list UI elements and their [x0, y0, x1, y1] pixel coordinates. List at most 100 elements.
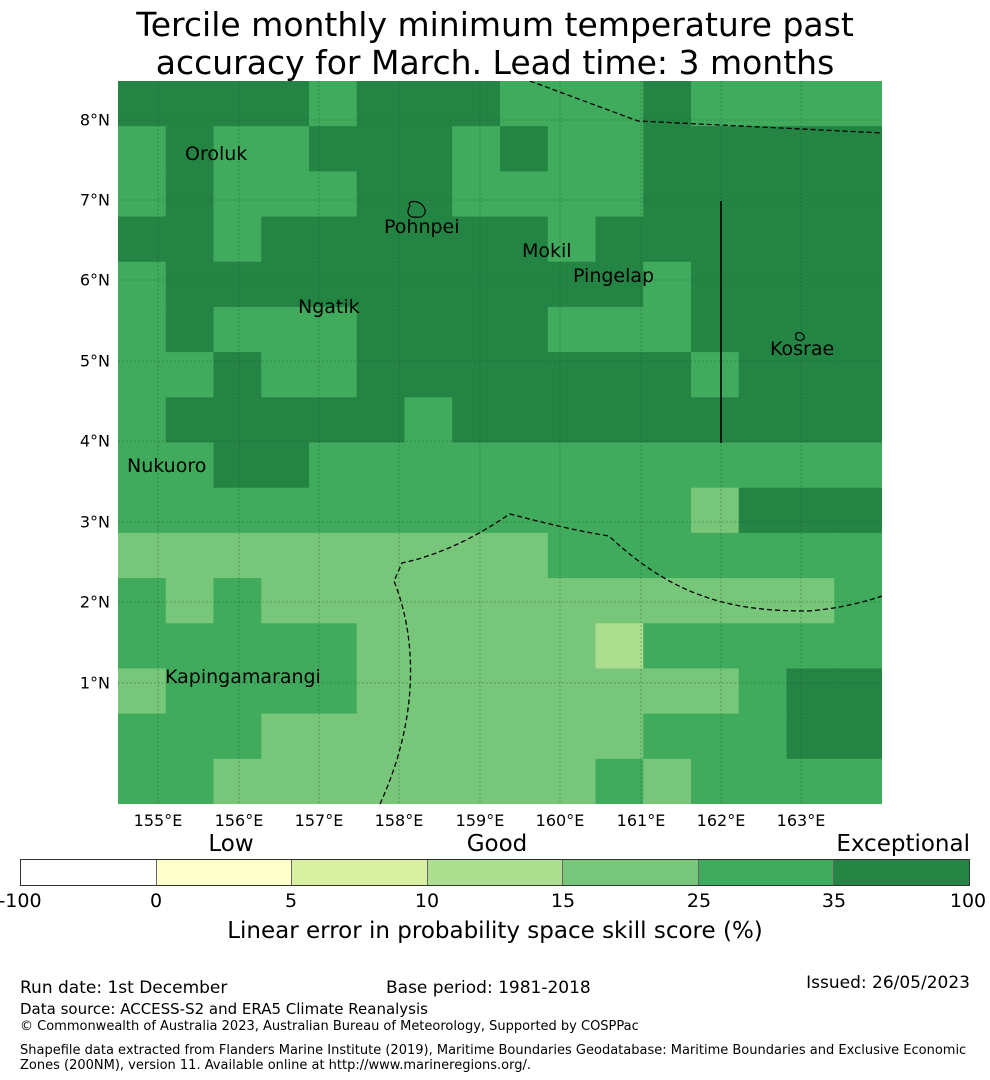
skill-cell [691, 487, 740, 534]
skill-cell [261, 578, 310, 624]
skill-cell [452, 306, 501, 353]
colorbar-segment [156, 860, 293, 885]
skill-cell [118, 397, 167, 444]
skill-cell [118, 578, 167, 624]
skill-cell [500, 668, 549, 715]
eez-boundary-north [529, 81, 882, 134]
skill-cell [404, 81, 453, 127]
island-outlines [407, 200, 805, 342]
copyright: © Commonwealth of Australia 2023, Austra… [20, 1019, 639, 1034]
skill-cell [452, 668, 501, 715]
skill-cell [404, 623, 453, 670]
skill-cell [500, 532, 549, 579]
skill-cell [213, 532, 262, 579]
colorbar-segment [427, 860, 564, 885]
skill-cell [738, 487, 788, 534]
skill-cell [500, 126, 549, 172]
skill-cell [643, 758, 692, 804]
skill-cell [356, 126, 406, 172]
skill-cell [452, 216, 501, 263]
skill-cell [213, 397, 262, 444]
skill-cell [738, 713, 788, 760]
colorbar-segment [292, 860, 428, 885]
skill-cell [309, 126, 358, 172]
skill-cell [404, 578, 453, 624]
skill-cell [547, 487, 597, 534]
skill-cell [452, 713, 501, 760]
skill-cell [500, 171, 549, 218]
skill-cell [595, 758, 644, 804]
lat-label: 6°N [79, 270, 110, 290]
skill-cell [547, 668, 597, 715]
lat-label: 5°N [79, 351, 110, 371]
skill-cell [404, 171, 453, 218]
skill-cell [834, 668, 882, 715]
colorbar-tick: 35 [821, 890, 847, 912]
skill-cell [309, 81, 358, 127]
skill-cell [834, 216, 882, 263]
skill-cell [786, 126, 835, 172]
skill-cell [261, 81, 310, 127]
skill-cell [834, 578, 882, 624]
skill-cell [500, 623, 549, 670]
skill-cell [547, 171, 597, 218]
skill-cell [118, 668, 167, 715]
skill-cell [786, 578, 835, 624]
lat-label: 2°N [79, 592, 110, 612]
skill-cell [786, 261, 835, 308]
skill-cell [452, 81, 501, 127]
lat-label: 3°N [79, 512, 110, 532]
skill-cell [738, 668, 788, 715]
skill-cell [691, 532, 740, 579]
skill-cell [738, 306, 788, 353]
skill-cell [356, 668, 406, 715]
skill-cell [595, 487, 644, 534]
skill-cell [738, 442, 788, 489]
skill-cell [309, 532, 358, 579]
skill-cell [213, 261, 262, 308]
skill-cell [786, 758, 835, 804]
skill-cell [595, 352, 644, 398]
lat-label: 1°N [79, 673, 110, 693]
graticule [118, 81, 882, 804]
skill-cell [500, 81, 549, 127]
skill-cell [309, 623, 358, 670]
title-line-2: accuracy for March. Lead time: 3 months [155, 43, 835, 82]
skill-cell [786, 487, 835, 534]
category-low: Low [208, 831, 254, 857]
skill-cell [500, 306, 549, 353]
colorbar-tick: 0 [149, 890, 163, 912]
skill-cell [738, 126, 788, 172]
skill-cell [691, 352, 740, 398]
skill-cell [165, 126, 215, 172]
skill-cell [786, 171, 835, 218]
colorbar-segment [563, 860, 699, 885]
run-date: Run date: 1st December [20, 978, 228, 998]
skill-cell [738, 352, 788, 398]
place-label-ngatik: Ngatik [298, 296, 360, 318]
issued-date: Issued: 26/05/2023 [806, 973, 970, 993]
category-exceptional: Exceptional [836, 831, 970, 857]
place-label-kapingamarangi: Kapingamarangi [165, 666, 321, 688]
skill-cell [213, 487, 262, 534]
lat-label: 7°N [79, 190, 110, 210]
base-period: Base period: 1981-2018 [386, 978, 591, 998]
skill-cell [595, 216, 644, 263]
skill-cell [691, 397, 740, 444]
skill-cell [500, 442, 549, 489]
skill-cell [691, 623, 740, 670]
skill-cell [356, 306, 406, 353]
skill-cell [309, 442, 358, 489]
place-label-pingelap: Pingelap [573, 265, 655, 287]
skill-cell [595, 397, 644, 444]
skill-cell [404, 352, 453, 398]
skill-cell [452, 352, 501, 398]
skill-cell [643, 442, 692, 489]
skill-cell [165, 352, 215, 398]
skill-cell [452, 261, 501, 308]
skill-cell [691, 668, 740, 715]
skill-cell [309, 352, 358, 398]
skill-cell [547, 306, 597, 353]
skill-cell [643, 81, 692, 127]
skill-cell [834, 442, 882, 489]
